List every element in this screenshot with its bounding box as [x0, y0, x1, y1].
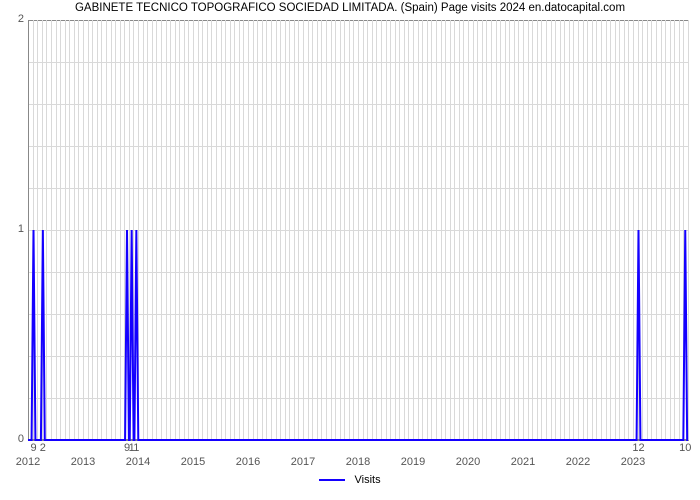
series-line: [0, 0, 700, 500]
chart-container: GABINETE TECNICO TOPOGRAFICO SOCIEDAD LI…: [0, 0, 700, 500]
